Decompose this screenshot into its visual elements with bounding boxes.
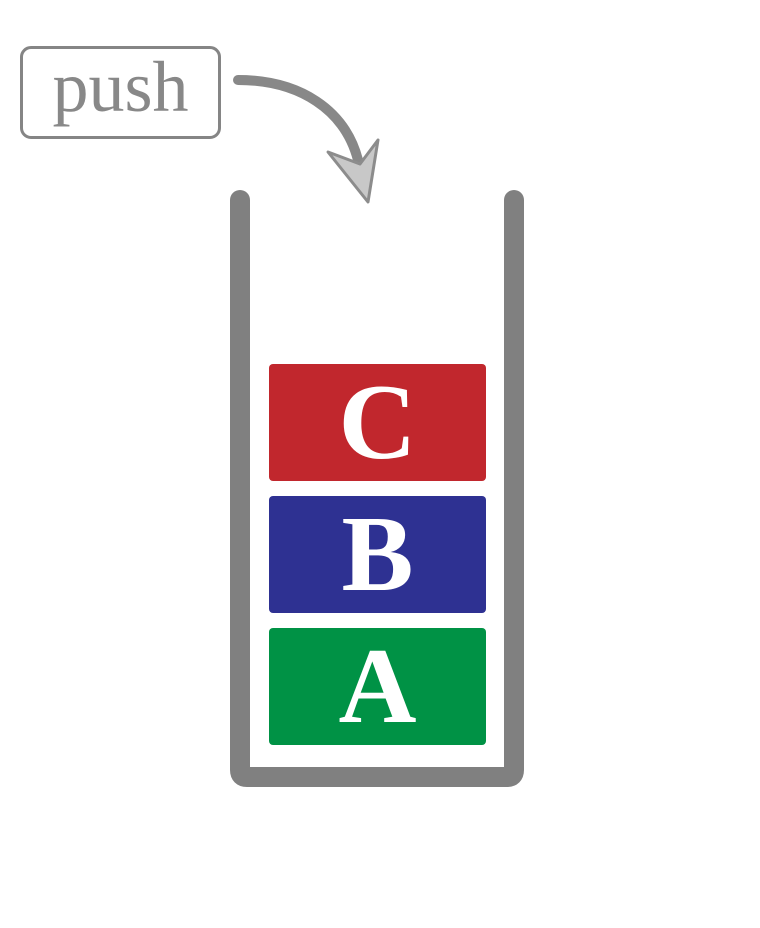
stack-block-b-label: B [341,494,414,614]
push-label-text: push [52,46,189,127]
stack-block-c: C [269,364,486,481]
stack-block-a: A [269,628,486,745]
push-label: push [20,46,221,139]
stack-block-a-label: A [338,626,417,746]
stack-block-c-label: C [338,362,417,482]
stack-block-b: B [269,496,486,613]
push-arrow-head [326,138,380,204]
push-arrow-shaft [233,75,363,165]
